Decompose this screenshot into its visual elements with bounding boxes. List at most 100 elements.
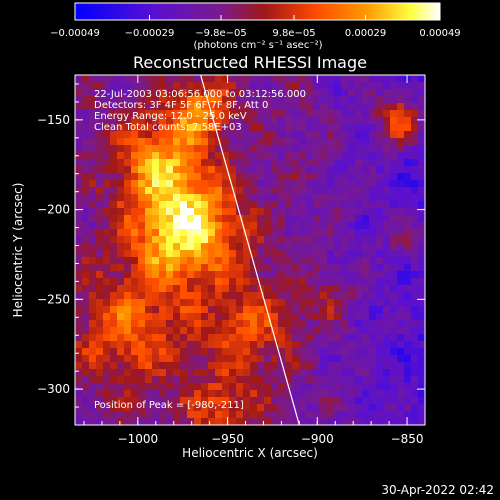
- heatmap-cell: [271, 236, 279, 244]
- heatmap-cell: [229, 299, 237, 307]
- heatmap-cell: [124, 306, 132, 314]
- heatmap-cell: [376, 208, 384, 216]
- heatmap-cell: [313, 369, 321, 377]
- heatmap-cell: [145, 278, 153, 286]
- heatmap-cell: [166, 131, 174, 139]
- heatmap-cell: [208, 173, 216, 181]
- heatmap-cell: [320, 96, 328, 104]
- heatmap-cell: [236, 306, 244, 314]
- heatmap-cell: [341, 355, 349, 363]
- heatmap-cell: [243, 278, 251, 286]
- heatmap-cell: [215, 390, 223, 398]
- heatmap-cell: [82, 362, 90, 370]
- heatmap-cell: [96, 299, 104, 307]
- heatmap-cell: [334, 236, 342, 244]
- heatmap-cell: [313, 250, 321, 258]
- heatmap-cell: [236, 229, 244, 237]
- heatmap-cell: [166, 299, 174, 307]
- heatmap-cell: [236, 243, 244, 251]
- heatmap-cell: [383, 82, 391, 90]
- heatmap-cell: [82, 257, 90, 265]
- heatmap-cell: [194, 306, 202, 314]
- heatmap-cell: [376, 320, 384, 328]
- heatmap-cell: [299, 271, 307, 279]
- heatmap-cell: [285, 159, 293, 167]
- heatmap-cell: [292, 117, 300, 125]
- heatmap-cell: [264, 96, 272, 104]
- heatmap-cell: [285, 131, 293, 139]
- heatmap-cell: [201, 187, 209, 195]
- heatmap-cell: [236, 110, 244, 118]
- heatmap-cell: [159, 285, 167, 293]
- heatmap-cell: [194, 159, 202, 167]
- heatmap-cell: [369, 383, 377, 391]
- heatmap-cell: [110, 208, 118, 216]
- heatmap-cell: [376, 334, 384, 342]
- heatmap-cell: [327, 418, 335, 425]
- heatmap-cell: [278, 180, 286, 188]
- heatmap-cell: [89, 369, 97, 377]
- heatmap-cell: [292, 264, 300, 272]
- heatmap-cell: [159, 159, 167, 167]
- heatmap-cell: [271, 117, 279, 125]
- heatmap-cell: [383, 250, 391, 258]
- heatmap-cell: [257, 264, 265, 272]
- heatmap-cell: [103, 411, 111, 419]
- heatmap-cell: [411, 306, 419, 314]
- heatmap-cell: [229, 222, 237, 230]
- heatmap-cell: [404, 250, 412, 258]
- heatmap-cell: [355, 117, 363, 125]
- heatmap-cell: [117, 117, 125, 125]
- heatmap-cell: [187, 117, 195, 125]
- heatmap-cell: [145, 376, 153, 384]
- heatmap-cell: [390, 278, 398, 286]
- heatmap-cell: [383, 292, 391, 300]
- heatmap-cell: [117, 75, 125, 83]
- x-tick-label: −850: [391, 432, 424, 446]
- heatmap-cell: [187, 138, 195, 146]
- heatmap-cell: [152, 187, 160, 195]
- heatmap-cell: [166, 320, 174, 328]
- heatmap-cell: [327, 215, 335, 223]
- heatmap-cell: [264, 201, 272, 209]
- heatmap-cell: [180, 278, 188, 286]
- heatmap-cell: [180, 404, 188, 412]
- heatmap-cell: [180, 292, 188, 300]
- heatmap-cell: [348, 173, 356, 181]
- heatmap-cell: [264, 215, 272, 223]
- heatmap-cell: [138, 250, 146, 258]
- heatmap-cell: [75, 376, 83, 384]
- heatmap-cell: [250, 215, 258, 223]
- heatmap-cell: [229, 355, 237, 363]
- heatmap-cell: [390, 271, 398, 279]
- heatmap-cell: [341, 166, 349, 174]
- heatmap-cell: [180, 110, 188, 118]
- heatmap-cell: [369, 397, 377, 405]
- heatmap-cell: [327, 397, 335, 405]
- heatmap-cell: [194, 145, 202, 153]
- heatmap-cell: [362, 411, 370, 419]
- heatmap-cell: [124, 166, 132, 174]
- heatmap-cell: [180, 264, 188, 272]
- heatmap-cell: [376, 257, 384, 265]
- heatmap-cell: [348, 89, 356, 97]
- heatmap-cell: [383, 376, 391, 384]
- heatmap-cell: [320, 166, 328, 174]
- heatmap-cell: [180, 222, 188, 230]
- heatmap-cell: [82, 152, 90, 160]
- heatmap-cell: [355, 397, 363, 405]
- heatmap-cell: [110, 376, 118, 384]
- heatmap-cell: [243, 418, 251, 425]
- heatmap-cell: [348, 201, 356, 209]
- heatmap-cell: [145, 299, 153, 307]
- heatmap-cell: [96, 397, 104, 405]
- heatmap-cell: [82, 145, 90, 153]
- heatmap-cell: [362, 404, 370, 412]
- heatmap-cell: [89, 82, 97, 90]
- heatmap-cell: [348, 152, 356, 160]
- heatmap-cell: [411, 292, 419, 300]
- heatmap-cell: [215, 187, 223, 195]
- heatmap-cell: [376, 362, 384, 370]
- heatmap-cell: [285, 166, 293, 174]
- heatmap-cell: [362, 341, 370, 349]
